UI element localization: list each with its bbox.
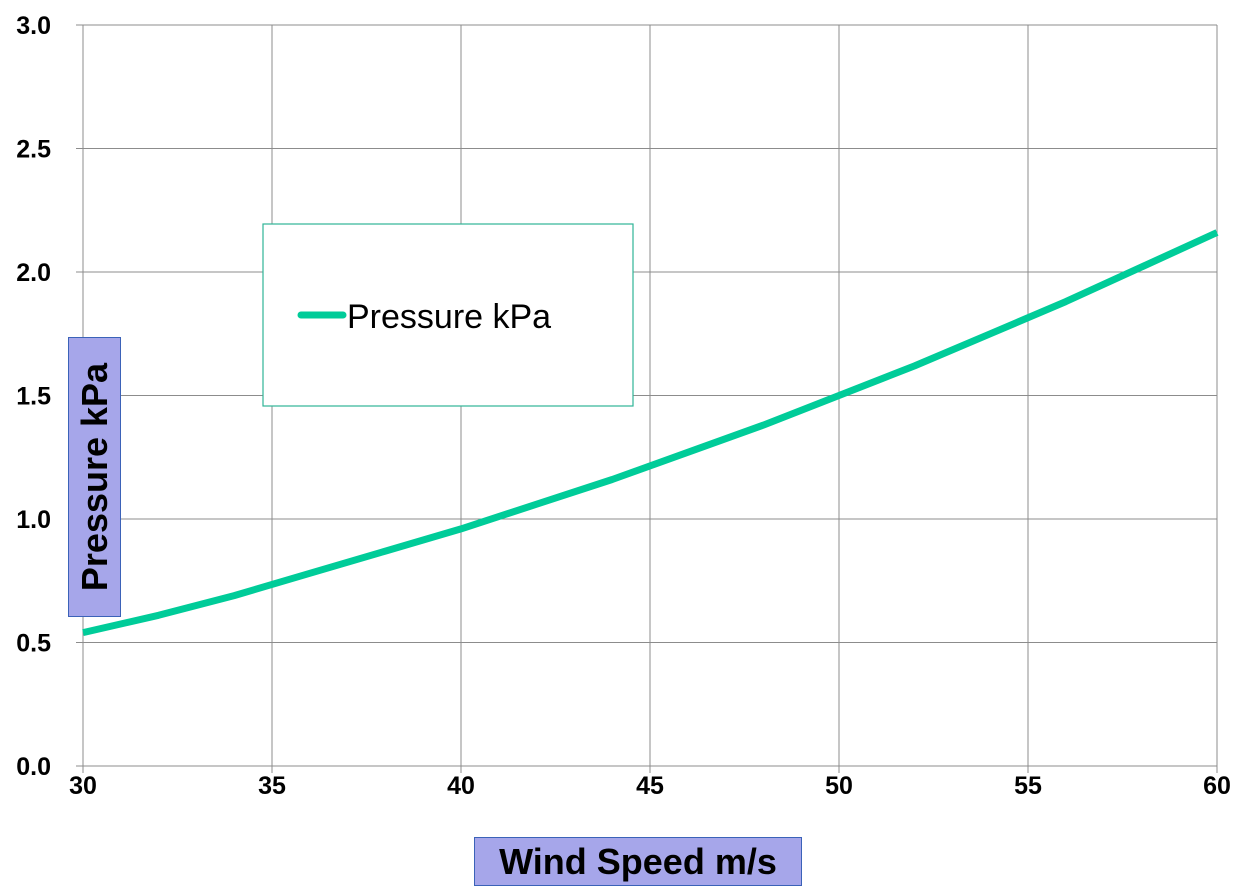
- x-tick-label: 55: [1014, 772, 1042, 800]
- x-tick-label: 60: [1203, 772, 1231, 800]
- x-axis-label: Wind Speed m/s: [499, 840, 777, 882]
- y-tick-label: 2.5: [16, 136, 51, 164]
- x-tick-label: 50: [825, 772, 853, 800]
- y-tick-labels: 0.0 0.5 1.0 1.5 2.0 2.5 3.0: [16, 12, 51, 781]
- y-tick-label: 0.0: [16, 753, 51, 781]
- y-tick-label: 2.0: [16, 259, 51, 287]
- legend-label: Pressure kPa: [347, 298, 551, 336]
- x-tick-label: 35: [258, 772, 286, 800]
- y-axis-label-box: Pressure kPa: [68, 337, 121, 617]
- x-tick-labels: 30 35 40 45 50 55 60: [69, 772, 1231, 800]
- y-tick-label: 0.5: [16, 630, 51, 658]
- x-tick-label: 30: [69, 772, 97, 800]
- legend: Pressure kPa: [262, 223, 634, 407]
- y-tick-label: 1.0: [16, 506, 51, 534]
- x-tick-label: 45: [636, 772, 664, 800]
- x-tick-label: 40: [447, 772, 475, 800]
- series-layer: [82, 229, 1219, 637]
- grid: [76, 24, 1218, 773]
- y-tick-label: 1.5: [16, 383, 51, 411]
- x-axis-label-box: Wind Speed m/s: [474, 837, 802, 886]
- series-line-pressure: [82, 229, 1219, 637]
- y-axis-label: Pressure kPa: [73, 362, 115, 592]
- y-tick-label: 3.0: [16, 12, 51, 40]
